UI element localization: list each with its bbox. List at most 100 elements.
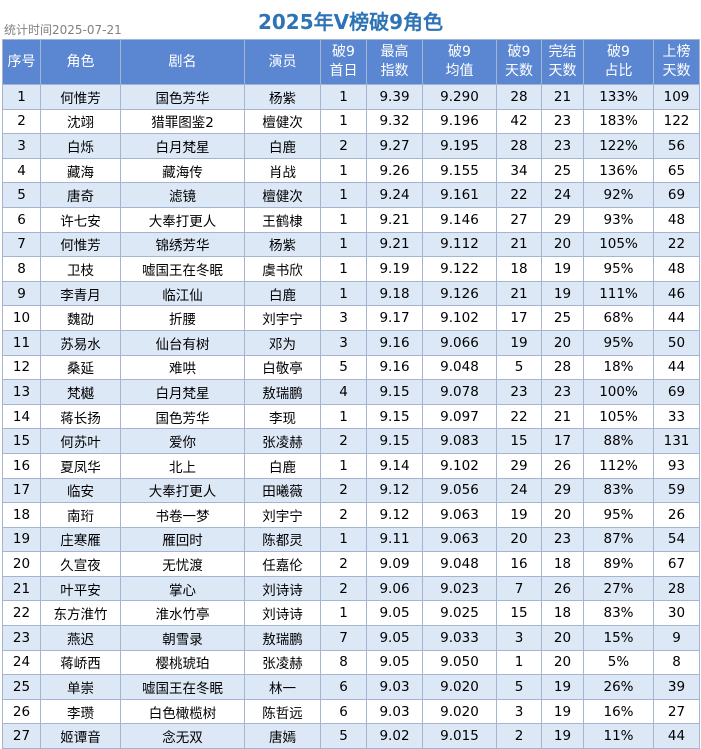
cell-role: 东方淮竹 <box>40 600 121 627</box>
cell-actor: 田曦薇 <box>244 477 321 504</box>
cell-days: 22 <box>496 403 542 430</box>
cell-index: 13 <box>2 379 41 405</box>
header-drama: 剧名 <box>120 39 245 85</box>
cell-max-index: 9.12 <box>366 477 423 504</box>
cell-drama: 雁回时 <box>120 526 245 553</box>
cell-max-index: 9.14 <box>366 452 423 479</box>
cell-avg: 9.161 <box>422 182 497 208</box>
table-row: 11 苏易水 仙台有树 邓为 3 9.16 9.066 19 20 95% 50 <box>2 329 700 356</box>
cell-drama: 嘘国王在冬眠 <box>120 256 245 282</box>
cell-max-index: 9.18 <box>366 280 423 307</box>
cell-role: 梵樾 <box>40 379 121 405</box>
cell-chart-days: 48 <box>653 206 700 233</box>
cell-finish-days: 18 <box>541 551 584 577</box>
header-days-line: 天数 <box>505 63 533 79</box>
cell-max-index: 9.15 <box>366 428 423 454</box>
cell-avg: 9.063 <box>422 526 497 553</box>
cell-max-index: 9.02 <box>366 723 423 749</box>
cell-role: 李青月 <box>40 280 121 307</box>
cell-ratio: 122% <box>583 133 654 159</box>
cell-first-day: 1 <box>320 182 367 208</box>
cell-actor: 白鹿 <box>244 452 321 479</box>
cell-chart-days: 109 <box>653 84 700 110</box>
cell-first-day: 2 <box>320 551 367 577</box>
cell-index: 15 <box>2 428 41 454</box>
cell-ratio: 183% <box>583 108 654 135</box>
cell-avg: 9.097 <box>422 403 497 430</box>
cell-max-index: 9.05 <box>366 649 423 676</box>
header-ratio: 破9 占比 <box>583 39 654 85</box>
cell-chart-days: 67 <box>653 551 700 577</box>
cell-avg: 9.112 <box>422 231 497 258</box>
cell-drama: 大奉打更人 <box>120 477 245 504</box>
cell-first-day: 1 <box>320 231 367 258</box>
cell-actor: 张凌赫 <box>244 428 321 454</box>
cell-finish-days: 26 <box>541 452 584 479</box>
table-row: 22 东方淮竹 淮水竹亭 刘诗诗 1 9.05 9.025 15 18 83% 30 <box>2 600 700 627</box>
cell-index: 22 <box>2 600 41 627</box>
cell-avg: 9.102 <box>422 452 497 479</box>
table-row: 8 卫枝 嘘国王在冬眠 虞书欣 1 9.19 9.122 18 19 95% 48 <box>2 256 700 282</box>
cell-role: 蒋峤西 <box>40 649 121 676</box>
header-actor: 演员 <box>244 39 321 85</box>
cell-chart-days: 56 <box>653 133 700 159</box>
cell-chart-days: 93 <box>653 452 700 479</box>
cell-first-day: 1 <box>320 452 367 479</box>
table-header-row: 序号 角色 剧名 演员 破9 首日 最高 指数 破9 均值 破9 天数 完结 天数 破9 占比 上榜 天数 <box>2 39 700 85</box>
cell-avg: 9.126 <box>422 280 497 307</box>
cell-actor: 檀健次 <box>244 182 321 208</box>
cell-ratio: 105% <box>583 231 654 258</box>
cell-drama: 朝雪录 <box>120 625 245 651</box>
cell-max-index: 9.11 <box>366 526 423 553</box>
cell-role: 苏易水 <box>40 329 121 356</box>
cell-ratio: 88% <box>583 428 654 454</box>
cell-role: 燕迟 <box>40 625 121 651</box>
cell-role: 卫枝 <box>40 256 121 282</box>
cell-finish-days: 29 <box>541 206 584 233</box>
cell-drama: 无忧渡 <box>120 551 245 577</box>
stat-date: 统计时间2025-07-21 <box>4 23 122 37</box>
cell-finish-days: 28 <box>541 354 584 381</box>
cell-actor: 陈都灵 <box>244 526 321 553</box>
table-row: 12 桑延 难哄 白敬亭 5 9.16 9.048 5 28 18% 44 <box>2 354 700 381</box>
cell-chart-days: 46 <box>653 280 700 307</box>
cell-finish-days: 23 <box>541 526 584 553</box>
cell-ratio: 18% <box>583 354 654 381</box>
cell-max-index: 9.21 <box>366 231 423 258</box>
header-first-day-line: 首日 <box>329 63 358 79</box>
header-avg-line: 破9 <box>448 44 471 60</box>
cell-ratio: 11% <box>583 723 654 749</box>
cell-avg: 9.083 <box>422 428 497 454</box>
cell-days: 27 <box>496 206 542 233</box>
cell-ratio: 111% <box>583 280 654 307</box>
cell-avg: 9.063 <box>422 502 497 528</box>
table-row: 25 单崇 嘘国王在冬眠 林一 6 9.03 9.020 5 19 26% 39 <box>2 674 700 700</box>
cell-max-index: 9.19 <box>366 256 423 282</box>
table-row: 5 唐奇 滤镜 檀健次 1 9.24 9.161 22 24 92% 69 <box>2 182 700 208</box>
header-first-day: 破9 首日 <box>320 39 367 85</box>
table-row: 13 梵樾 白月梵星 敖瑞鹏 4 9.15 9.078 23 23 100% 69 <box>2 379 700 405</box>
cell-role: 白烁 <box>40 133 121 159</box>
cell-actor: 檀健次 <box>244 108 321 135</box>
cell-avg: 9.020 <box>422 698 497 725</box>
header-ratio-line: 破9 <box>607 44 630 60</box>
cell-chart-days: 54 <box>653 526 700 553</box>
cell-index: 21 <box>2 575 41 602</box>
table-row: 26 李瓒 白色橄榄树 陈哲远 6 9.03 9.020 3 19 16% 27 <box>2 698 700 725</box>
cell-chart-days: 48 <box>653 256 700 282</box>
cell-avg: 9.025 <box>422 600 497 627</box>
cell-days: 16 <box>496 551 542 577</box>
cell-index: 23 <box>2 625 41 651</box>
cell-finish-days: 20 <box>541 502 584 528</box>
cell-days: 29 <box>496 452 542 479</box>
header-index-line: 序号 <box>7 53 36 70</box>
table-row: 18 南珩 书卷一梦 刘宇宁 2 9.12 9.063 19 20 95% 26 <box>2 502 700 528</box>
cell-days: 28 <box>496 84 542 110</box>
cell-max-index: 9.15 <box>366 403 423 430</box>
cell-index: 2 <box>2 108 41 135</box>
cell-max-index: 9.32 <box>366 108 423 135</box>
table-row: 6 许七安 大奉打更人 王鹤棣 1 9.21 9.146 27 29 93% 48 <box>2 206 700 233</box>
cell-index: 18 <box>2 502 41 528</box>
cell-chart-days: 50 <box>653 329 700 356</box>
cell-chart-days: 69 <box>653 379 700 405</box>
